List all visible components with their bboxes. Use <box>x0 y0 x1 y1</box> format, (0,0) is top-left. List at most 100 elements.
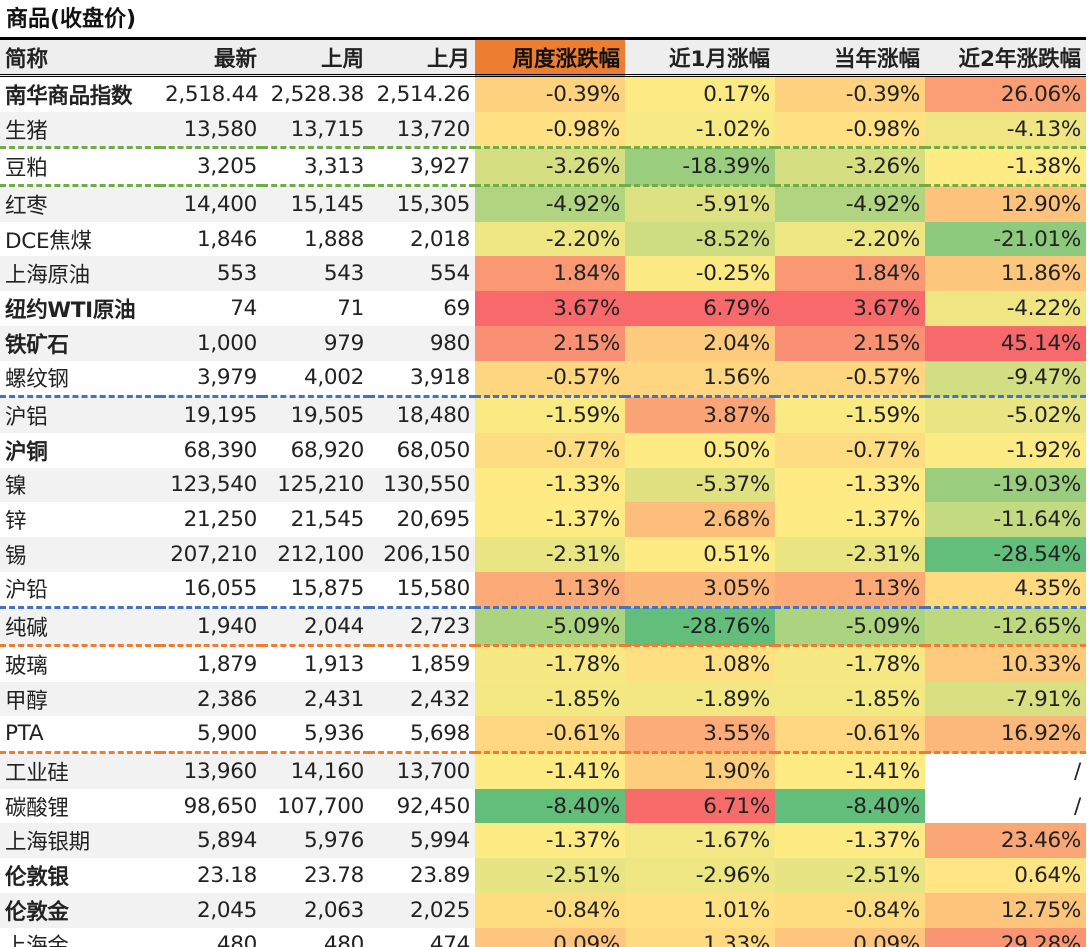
cell-1m-change: 2.04% <box>625 325 775 361</box>
header-name: 简称 <box>0 37 160 77</box>
cell-name: 纯碱 <box>0 607 160 647</box>
cell-1m-change: 1.90% <box>625 752 775 789</box>
cell-name: 生猪 <box>0 111 160 150</box>
cell-last-month: 980 <box>369 325 475 361</box>
cell-name: 上海原油 <box>0 256 160 292</box>
cell-latest: 553 <box>160 256 262 292</box>
cell-1m-change: 1.08% <box>625 645 775 682</box>
cell-2y-change: -1.92% <box>925 432 1086 468</box>
cell-weekly-change: 1.84% <box>475 256 625 292</box>
cell-ytd-change: -0.98% <box>775 111 925 150</box>
cell-name: 工业硅 <box>0 752 160 789</box>
table-row: 玻璃 1,879 1,913 1,859 -1.78% 1.08% -1.78% 10.33% <box>0 645 1086 682</box>
cell-last-week: 23.78 <box>303 862 364 888</box>
cell-last-week: 15,145 <box>262 185 369 222</box>
cell-last-week: 1,913 <box>303 651 364 677</box>
cell-weekly-change: -2.20% <box>475 221 625 257</box>
cell-2y-change: -19.03% <box>925 467 1086 503</box>
cell-ytd-change: -3.26% <box>775 147 925 188</box>
cell-name: 伦敦银 <box>5 864 69 890</box>
cell-last-week: 107,700 <box>277 793 364 819</box>
cell-1m-change: -1.89% <box>625 681 775 717</box>
table-row: 锡 207,210 212,100 206,150 -2.31% 0.51% -2.31% -… <box>0 536 1086 572</box>
table-row: 镍 123,540 125,210 130,550 -1.33% -5.37% -1.33%… <box>0 467 1086 503</box>
cell-last-month: 18,480 <box>369 396 475 433</box>
cell-weekly-change: -2.31% <box>475 536 625 572</box>
cell-latest: 1,879 <box>196 651 257 677</box>
cell-last-month: 2,432 <box>369 681 475 717</box>
cell-last-month: 23.89 <box>409 862 470 888</box>
cell-name: 上海银期 <box>0 823 160 859</box>
table-row: 沪铝 19,195 19,505 18,480 -1.59% 3.87% -1.59% -5.… <box>0 396 1086 433</box>
cell-last-month: 69 <box>443 295 470 321</box>
cell-1m-change: -5.91% <box>625 185 775 222</box>
cell-last-week: 71 <box>337 295 364 321</box>
cell-2y-change: 10.33% <box>925 645 1086 682</box>
cell-name: 螺纹钢 <box>0 360 160 399</box>
cell-1m-change: 6.79% <box>625 291 775 326</box>
cell-ytd-change: -2.20% <box>775 221 925 257</box>
table-row: 锌 21,250 21,545 20,695 -1.37% 2.68% -1.37% -11.… <box>0 502 1086 537</box>
cell-2y-change: -7.91% <box>925 681 1086 717</box>
commodity-price-table: 简称 最新 上周 上月 周度涨跌幅 近1月涨幅 当年涨幅 近2年涨跌幅 南华商品… <box>0 37 1086 947</box>
cell-ytd-change: -4.92% <box>775 185 925 222</box>
cell-latest: 14,400 <box>160 185 262 222</box>
cell-name: 豆粕 <box>0 147 160 188</box>
cell-1m-change: -28.76% <box>625 607 775 647</box>
cell-1m-change: -18.39% <box>625 147 775 188</box>
cell-last-month: 2,723 <box>369 607 475 647</box>
cell-ytd-change: -8.40% <box>775 788 925 824</box>
cell-name: 红枣 <box>0 185 160 222</box>
cell-2y-change: 4.35% <box>925 571 1086 610</box>
cell-last-month: 20,695 <box>396 507 471 533</box>
cell-ytd-change: -1.41% <box>775 752 925 789</box>
cell-last-week: 15,875 <box>262 571 369 610</box>
table-row: 碳酸锂 98,650 107,700 92,450 -8.40% 6.71% -8.40% / <box>0 788 1086 824</box>
cell-weekly-change: -5.09% <box>475 607 625 647</box>
table-row: 生猪 13,580 13,715 13,720 -0.98% -1.02% -0.98% -4… <box>0 111 1086 150</box>
cell-ytd-change: -0.84% <box>775 892 925 928</box>
cell-last-month: 2,514.26 <box>376 81 471 107</box>
cell-last-week: 1,888 <box>303 226 364 252</box>
cell-name: DCE焦煤 <box>5 228 92 254</box>
cell-last-week: 2,431 <box>262 681 369 717</box>
cell-2y-change: -12.65% <box>925 607 1086 647</box>
cell-1m-change: -0.25% <box>625 256 775 292</box>
cell-ytd-change: 1.13% <box>775 571 925 610</box>
cell-2y-change: -4.22% <box>925 291 1086 326</box>
cell-last-week: 2,528.38 <box>270 81 365 107</box>
cell-last-week: 2,044 <box>262 607 369 647</box>
cell-last-month: 15,580 <box>369 571 475 610</box>
cell-ytd-change: -0.61% <box>775 716 925 755</box>
cell-latest: 13,580 <box>160 111 262 150</box>
cell-1m-change: 3.05% <box>625 571 775 610</box>
cell-1m-change: -1.02% <box>625 111 775 150</box>
cell-last-month: 1,859 <box>409 651 470 677</box>
cell-weekly-change: 3.67% <box>475 291 625 326</box>
cell-1m-change: -2.96% <box>625 858 775 893</box>
cell-2y-change: / <box>925 752 1086 789</box>
cell-latest: 68,390 <box>183 437 258 463</box>
cell-ytd-change: -1.37% <box>775 823 925 859</box>
header-row: 简称 最新 上周 上月 周度涨跌幅 近1月涨幅 当年涨幅 近2年涨跌幅 <box>0 37 1086 77</box>
cell-latest: 74 <box>230 295 257 321</box>
cell-last-month: 2,025 <box>369 892 475 928</box>
cell-ytd-change: -2.51% <box>775 858 925 893</box>
table-row: 螺纹钢 3,979 4,002 3,918 -0.57% 1.56% -0.57% -9.47… <box>0 360 1086 399</box>
cell-last-week: 19,505 <box>262 396 369 433</box>
cell-name: 甲醇 <box>0 681 160 717</box>
cell-2y-change: -5.02% <box>925 396 1086 433</box>
cell-last-month: 554 <box>369 256 475 292</box>
cell-1m-change: 0.50% <box>625 432 775 468</box>
cell-name: 碳酸锂 <box>5 795 69 821</box>
table-row: DCE焦煤 1,846 1,888 2,018 -2.20% -8.52% -2.20% -2… <box>0 221 1086 257</box>
cell-latest: 5,894 <box>160 823 262 859</box>
cell-2y-change: / <box>925 788 1086 824</box>
cell-weekly-change: -0.84% <box>475 892 625 928</box>
cell-2y-change: -21.01% <box>925 221 1086 257</box>
header-latest: 最新 <box>160 37 262 77</box>
cell-2y-change: 16.92% <box>925 716 1086 755</box>
cell-name: 上海金 <box>0 927 160 947</box>
cell-1m-change: -5.37% <box>625 467 775 503</box>
cell-latest: 1,846 <box>196 226 257 252</box>
